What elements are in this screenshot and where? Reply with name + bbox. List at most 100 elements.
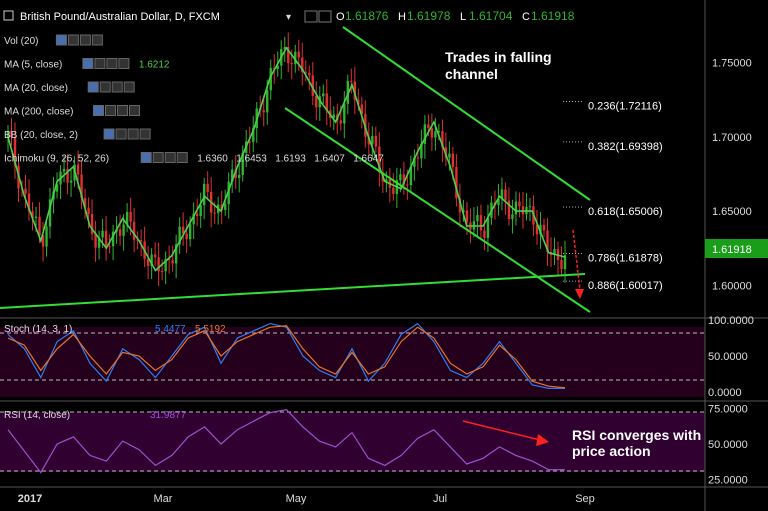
- fib-level-label: 0.786(1.61878): [588, 252, 663, 264]
- candle-body: [146, 258, 150, 266]
- ohlc-key: O: [336, 11, 345, 23]
- settings-icon[interactable]: [318, 10, 332, 23]
- candle-body: [563, 255, 567, 270]
- rsi-arrow: [462, 420, 549, 446]
- rsi-label[interactable]: RSI (14, close): [4, 410, 70, 421]
- ohlc-key: H: [398, 11, 406, 23]
- candle-body: [24, 188, 27, 194]
- channel-upper-line[interactable]: [342, 26, 591, 201]
- plus-icon[interactable]: [117, 105, 128, 116]
- ohlc-key: C: [522, 11, 530, 23]
- settings-icon[interactable]: [99, 81, 111, 93]
- close-icon[interactable]: [91, 34, 103, 46]
- settings-icon[interactable]: [105, 105, 116, 116]
- candle-body: [437, 131, 441, 133]
- ohlc-value: 1.61918: [531, 9, 575, 23]
- indicator-value: 1.6407: [314, 154, 345, 165]
- chart-header: British Pound/Australian Dollar, D, FXCM…: [3, 9, 575, 23]
- settings-icon[interactable]: [94, 58, 106, 69]
- candle-body: [122, 224, 125, 236]
- candle-body: [10, 130, 13, 138]
- candle-body: [507, 200, 511, 220]
- plus-icon[interactable]: [79, 34, 91, 46]
- candle-body: [269, 68, 272, 91]
- plus-icon[interactable]: [106, 58, 118, 69]
- indicator-label[interactable]: Ichimoku (9, 26, 52, 26): [4, 154, 109, 165]
- candle-body: [504, 189, 507, 201]
- indicator-label[interactable]: Vol (20): [4, 36, 38, 47]
- candle-body: [111, 231, 115, 247]
- collapse-icon[interactable]: [3, 10, 14, 21]
- channel-annotation-line2: channel: [445, 66, 498, 82]
- time-tick-label: Sep: [575, 493, 595, 505]
- stoch-label[interactable]: Stoch (14, 3, 1): [4, 324, 72, 335]
- ohlc-value: 1.61876: [345, 9, 389, 23]
- candle-body: [160, 271, 164, 273]
- close-icon[interactable]: [129, 105, 140, 116]
- candle-body: [252, 128, 255, 142]
- indicator-value: 1.6453: [236, 154, 267, 165]
- candle-body: [399, 174, 402, 181]
- time-axis: 2017 Mar May Jul Sep: [18, 493, 595, 505]
- ohlc-value: 1.61704: [469, 9, 513, 23]
- chevron-down-icon[interactable]: ▾: [286, 12, 291, 23]
- candle-body: [392, 187, 395, 194]
- candle-body: [304, 72, 307, 74]
- candle-body: [241, 152, 244, 176]
- candle-body: [27, 193, 31, 212]
- ma5-group: [7, 46, 566, 272]
- candle-body: [34, 216, 38, 218]
- rsi-tick-label: 50.0000: [708, 439, 748, 451]
- plus-icon[interactable]: [111, 81, 123, 93]
- chart-title[interactable]: British Pound/Australian Dollar, D, FXCM: [20, 11, 220, 23]
- candle-body: [350, 80, 353, 82]
- time-tick-label: Jul: [433, 493, 447, 505]
- plus-icon[interactable]: [127, 128, 139, 140]
- candle-body: [206, 183, 209, 192]
- eye-icon[interactable]: [87, 81, 99, 93]
- indicator-value: 1.6212: [139, 60, 170, 71]
- fib-level-label: 0.618(1.65006): [588, 206, 663, 218]
- candle-body: [416, 157, 420, 159]
- channel-annotation-line1: Trades in falling: [445, 49, 552, 65]
- candle-body: [97, 237, 101, 248]
- candle-body: [87, 207, 90, 214]
- candle-body: [385, 179, 388, 182]
- candle-body: [409, 166, 413, 186]
- close-icon[interactable]: [176, 152, 188, 163]
- candle-body: [511, 214, 514, 220]
- indicator-label[interactable]: MA (5, close): [4, 60, 62, 71]
- eye-icon[interactable]: [304, 10, 318, 23]
- candle-body: [238, 175, 241, 178]
- candle-body: [6, 130, 10, 137]
- eye-icon[interactable]: [103, 128, 115, 140]
- candle-body: [427, 124, 430, 129]
- close-icon[interactable]: [123, 81, 135, 93]
- settings-icon[interactable]: [152, 152, 164, 163]
- time-tick-label: 2017: [18, 493, 42, 505]
- candle-body: [476, 215, 479, 222]
- eye-icon[interactable]: [82, 58, 94, 69]
- candle-body: [45, 226, 48, 247]
- candle-body: [129, 212, 132, 222]
- close-icon[interactable]: [139, 128, 151, 140]
- indicator-label[interactable]: BB (20, close, 2): [4, 130, 78, 141]
- close-icon[interactable]: [118, 58, 130, 69]
- eye-icon[interactable]: [140, 152, 152, 163]
- rsi-line: [7, 409, 565, 474]
- candle-body: [181, 226, 185, 234]
- eye-icon[interactable]: [55, 34, 67, 46]
- support-trendline[interactable]: [0, 273, 586, 309]
- indicator-label[interactable]: MA (20, close): [4, 83, 68, 94]
- settings-icon[interactable]: [67, 34, 79, 46]
- channel-lower-line[interactable]: [284, 107, 591, 313]
- candle-body: [139, 240, 143, 242]
- indicator-label[interactable]: MA (200, close): [4, 107, 73, 118]
- plus-icon[interactable]: [164, 152, 176, 163]
- settings-icon[interactable]: [115, 128, 127, 140]
- candle-body: [294, 51, 297, 65]
- candle-body: [48, 199, 52, 227]
- candle-body: [90, 213, 94, 235]
- eye-icon[interactable]: [93, 105, 104, 116]
